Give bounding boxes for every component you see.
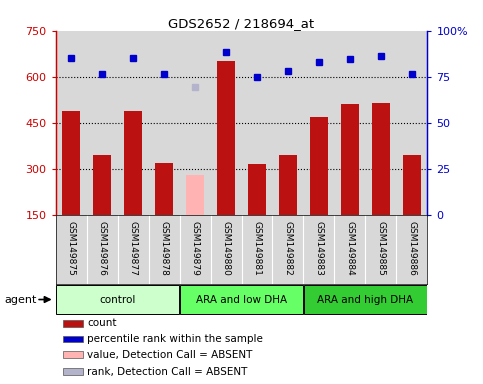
Text: GSM149886: GSM149886: [408, 220, 416, 275]
Text: agent: agent: [5, 295, 37, 305]
Bar: [217, 61, 235, 215]
Bar: [93, 155, 112, 215]
Bar: [63, 351, 84, 358]
Text: ARA and high DHA: ARA and high DHA: [317, 295, 413, 305]
Text: rank, Detection Call = ABSENT: rank, Detection Call = ABSENT: [87, 367, 247, 377]
Bar: [63, 336, 84, 342]
Title: GDS2652 / 218694_at: GDS2652 / 218694_at: [169, 17, 314, 30]
Bar: [62, 111, 80, 215]
Text: GSM149876: GSM149876: [98, 220, 107, 275]
Text: GSM149882: GSM149882: [284, 220, 293, 275]
Bar: [155, 163, 173, 215]
Text: GSM149881: GSM149881: [253, 220, 261, 275]
Text: GSM149880: GSM149880: [222, 220, 230, 275]
Bar: [186, 175, 204, 215]
Text: ARA and low DHA: ARA and low DHA: [196, 295, 287, 305]
Bar: [279, 155, 297, 215]
Text: control: control: [99, 295, 136, 305]
Bar: [63, 368, 84, 375]
Bar: [248, 164, 266, 215]
Bar: [341, 104, 359, 215]
Text: GSM149875: GSM149875: [67, 220, 75, 275]
Text: GSM149879: GSM149879: [190, 220, 199, 275]
Bar: [56, 285, 179, 314]
Bar: [180, 285, 303, 314]
Bar: [63, 320, 84, 327]
Text: GSM149877: GSM149877: [128, 220, 138, 275]
Bar: [403, 155, 421, 215]
Bar: [304, 285, 427, 314]
Text: count: count: [87, 318, 117, 328]
Text: GSM149885: GSM149885: [376, 220, 385, 275]
Bar: [372, 103, 390, 215]
Text: GSM149884: GSM149884: [345, 220, 355, 275]
Text: GSM149883: GSM149883: [314, 220, 324, 275]
Bar: [124, 111, 142, 215]
Text: percentile rank within the sample: percentile rank within the sample: [87, 334, 263, 344]
Bar: [310, 117, 328, 215]
Text: GSM149878: GSM149878: [159, 220, 169, 275]
Text: value, Detection Call = ABSENT: value, Detection Call = ABSENT: [87, 350, 253, 360]
